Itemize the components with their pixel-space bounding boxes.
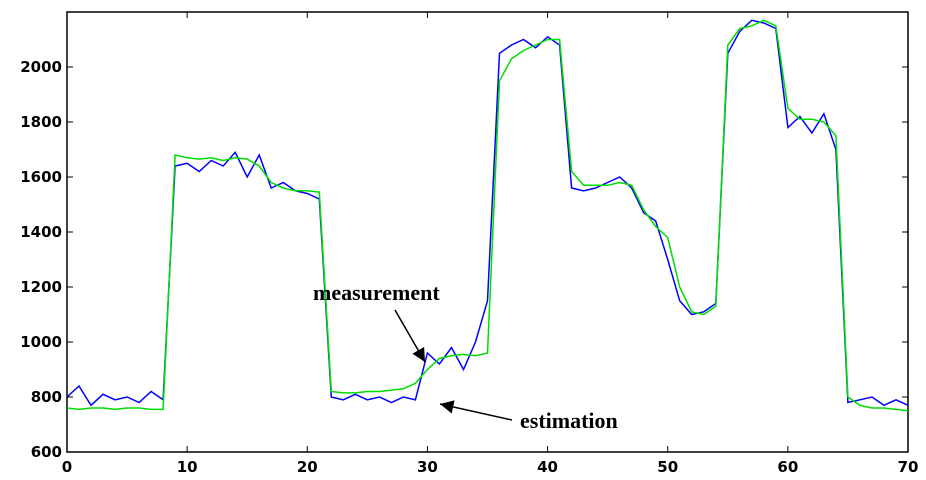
x-tick-label: 10 [177, 458, 198, 476]
x-tick-label: 50 [657, 458, 678, 476]
y-tick-label: 2000 [20, 58, 62, 76]
x-tick-label: 70 [898, 458, 919, 476]
y-tick-label: 1400 [20, 223, 62, 241]
x-tick-label: 30 [417, 458, 438, 476]
x-tick-label: 60 [777, 458, 798, 476]
y-tick-label: 1200 [20, 278, 62, 296]
y-tick-label: 800 [31, 388, 62, 406]
x-tick-label: 0 [62, 458, 72, 476]
y-tick-label: 1800 [20, 113, 62, 131]
x-tick-label: 40 [537, 458, 558, 476]
annotation: measurement [313, 280, 440, 305]
annotation: estimation [520, 408, 618, 433]
annotation-arrow [439, 400, 513, 421]
series-line [66, 19, 909, 407]
x-tick-label: 20 [297, 458, 318, 476]
y-tick-label: 1000 [20, 333, 62, 351]
y-tick-label: 600 [31, 443, 62, 461]
annotation-arrow [394, 309, 426, 363]
y-tick-label: 1600 [20, 168, 62, 186]
series-line [66, 19, 909, 412]
